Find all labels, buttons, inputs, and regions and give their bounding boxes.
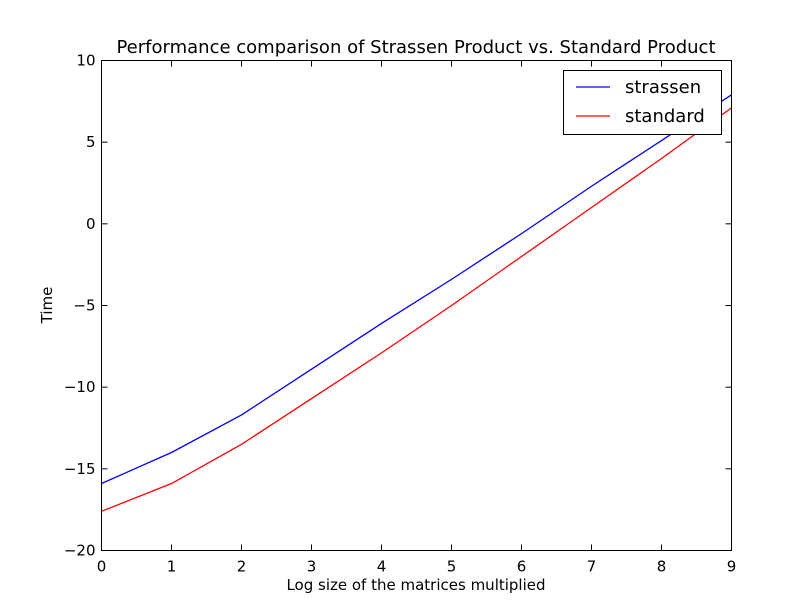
plot-frame [101,60,732,551]
x-tick-label-9: 9 [727,558,737,576]
y-tick-label-10: 10 [76,52,95,70]
x-tick-label-4: 4 [377,558,387,576]
legend: strassen standard [563,70,722,135]
legend-box [563,70,722,135]
x-axis: 0 1 2 3 4 5 6 7 8 9 [97,60,737,576]
x-tick-label-2: 2 [237,558,247,576]
x-tick-label-0: 0 [97,558,107,576]
y-tick-label-5: 5 [86,133,96,151]
x-axis-label: Log size of the matrices multiplied [286,576,545,594]
chart-title: Performance comparison of Strassen Produ… [116,37,715,58]
y-tick-label--20: −20 [64,542,96,560]
x-tick-label-7: 7 [587,558,597,576]
y-tick-label--5: −5 [73,297,95,315]
legend-label-strassen: strassen [625,77,701,98]
x-tick-label-1: 1 [167,558,177,576]
y-tick-label--10: −10 [64,378,96,396]
series-line-standard [101,107,732,512]
x-tick-label-3: 3 [307,558,317,576]
x-tick-label-8: 8 [657,558,667,576]
y-axis: −20 −15 −10 −5 0 5 10 [64,52,732,560]
legend-label-standard: standard [625,106,705,127]
x-tick-label-5: 5 [447,558,457,576]
y-tick-label-0: 0 [86,215,96,233]
series-line-strassen [101,94,732,485]
plot-area [101,94,732,512]
y-tick-label--15: −15 [64,460,96,478]
x-tick-label-6: 6 [517,558,527,576]
y-axis-label: Time [38,287,56,325]
